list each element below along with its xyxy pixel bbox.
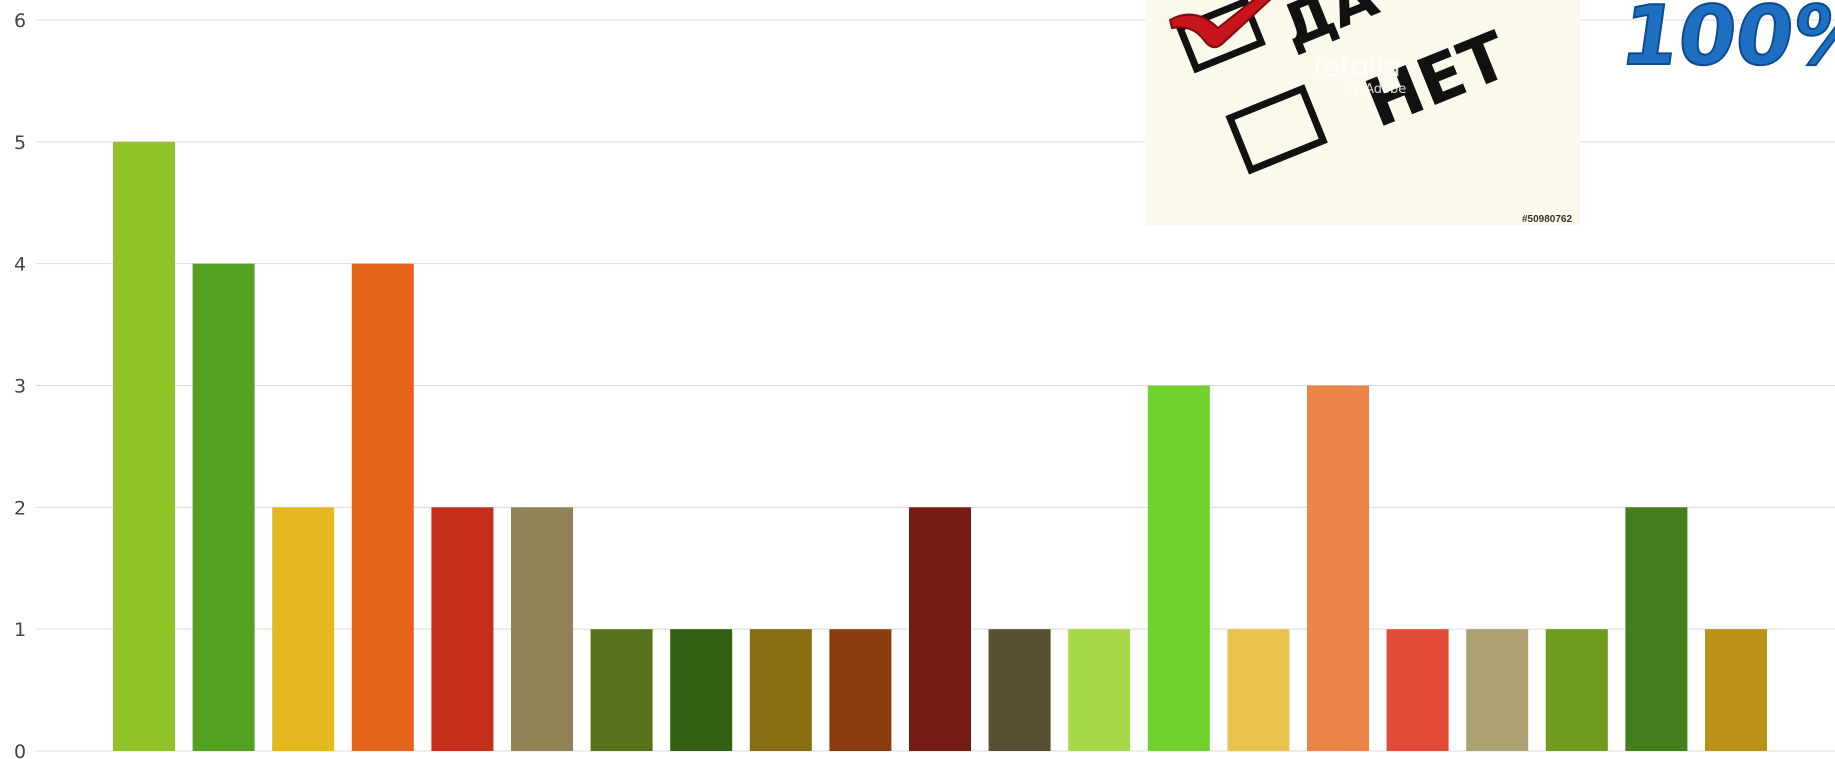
y-tick-label: 6 — [14, 10, 26, 32]
bar — [272, 507, 335, 751]
bar — [431, 507, 494, 751]
bar — [670, 629, 733, 751]
watermark-text: fotolia — [1313, 50, 1401, 83]
bar — [511, 507, 573, 751]
bar — [988, 629, 1051, 751]
stock-image-id: #50980762 — [1522, 214, 1572, 225]
bar — [113, 141, 175, 752]
bar — [909, 507, 971, 751]
bar — [829, 629, 892, 751]
bar — [1307, 385, 1369, 751]
y-tick-label: 0 — [14, 741, 26, 759]
bar — [1466, 629, 1529, 751]
bar — [1705, 629, 1767, 751]
bar — [1545, 629, 1608, 751]
bar — [192, 263, 255, 751]
y-tick-label: 2 — [14, 497, 26, 519]
bars — [113, 141, 1767, 752]
y-tick-labels: 0 1 2 3 4 5 6 — [14, 10, 26, 759]
y-tick-label: 3 — [14, 376, 26, 398]
stock-image-overlay: ДА НЕТ fotolia by Adobe #50980762 — [1145, 0, 1580, 225]
bar — [1227, 629, 1290, 751]
checkbox-yes-icon — [1175, 0, 1266, 74]
bar — [1386, 629, 1449, 751]
bar — [1625, 507, 1688, 751]
red-check-mark-icon — [1168, 0, 1272, 49]
y-tick-label: 4 — [14, 254, 26, 276]
bar — [351, 263, 414, 751]
y-tick-label: 1 — [14, 619, 26, 641]
bar — [590, 629, 653, 751]
watermark-subtext: by Adobe — [1345, 82, 1406, 97]
y-tick-label: 5 — [14, 132, 26, 154]
bar — [1068, 629, 1131, 751]
checkbox-no-icon — [1225, 84, 1328, 175]
bar — [749, 629, 812, 751]
hundred-percent-graphic: 100% — [1615, 0, 1835, 84]
bar — [1147, 385, 1210, 751]
